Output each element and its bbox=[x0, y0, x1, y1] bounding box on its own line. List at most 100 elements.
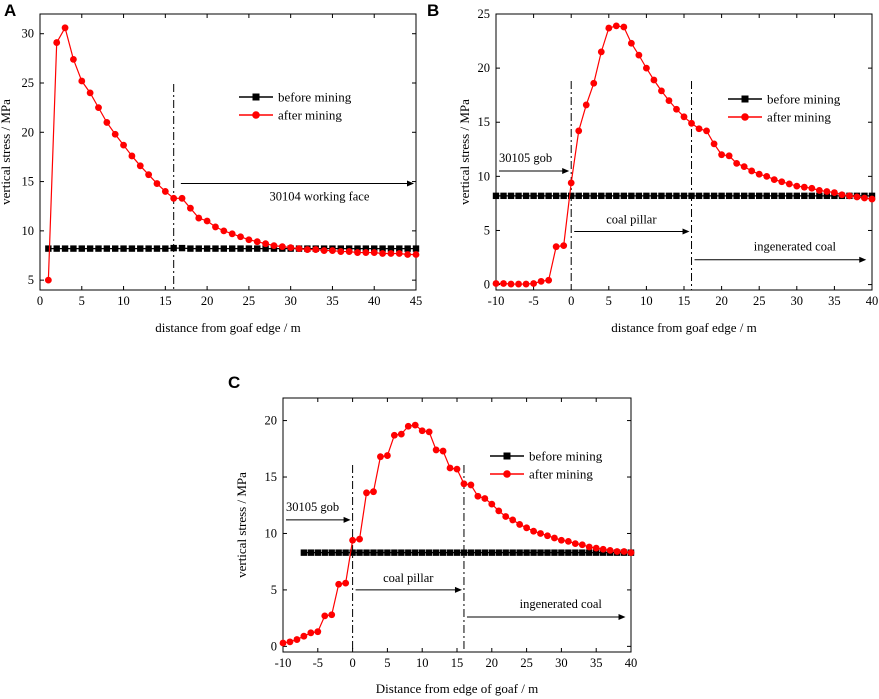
panel-b-legend: before mining after mining bbox=[728, 92, 841, 125]
panel-a-y-tick-label: 15 bbox=[22, 175, 35, 189]
panel-b-series-before-mining-point bbox=[763, 192, 770, 200]
panel-b-series-after-mining-point bbox=[560, 242, 568, 250]
panel-b-series-after-mining-point bbox=[815, 187, 823, 194]
panel-a-series-before-mining-point bbox=[203, 245, 211, 252]
panel-b-y-tick-label: 25 bbox=[478, 7, 491, 21]
panel-a-x-tick-label: 30 bbox=[284, 294, 297, 308]
panel-a-x-tick-label: 5 bbox=[79, 294, 85, 308]
panel-b-series-after-mining-point bbox=[643, 64, 650, 72]
panel-c-series-before-mining-point bbox=[579, 549, 586, 556]
panel-c-series-before-mining-point bbox=[419, 549, 426, 556]
panel-a-series-after-mining-point bbox=[187, 204, 194, 212]
panel-b-legend-label: after mining bbox=[767, 110, 831, 125]
panel-c-series-before-mining-point bbox=[412, 549, 419, 556]
panel-c-annotation-arrowhead bbox=[343, 516, 351, 523]
panel-a-series-after-mining-point bbox=[53, 39, 61, 46]
panel-a-series-after-mining-point bbox=[61, 24, 69, 32]
panel-a-series-after-mining-point bbox=[136, 162, 144, 170]
panel-c-series-after-mining bbox=[279, 421, 635, 647]
panel-letter-c: C bbox=[228, 373, 240, 392]
panel-c-plot-frame bbox=[282, 397, 632, 653]
panel-b-series-after-mining-point bbox=[688, 119, 695, 127]
panel-c-series-after-mining-point bbox=[314, 628, 322, 636]
panel-c-series-before-mining-point bbox=[307, 549, 315, 556]
panel-b-series-before-mining-point bbox=[530, 192, 537, 200]
panel-a-series-after-mining bbox=[44, 24, 420, 284]
panel-a-series-before-mining-point bbox=[187, 245, 194, 252]
panel-b-series-before-mining-point bbox=[598, 192, 605, 200]
panel-c-series-before-mining-point bbox=[523, 549, 530, 556]
panel-b-series-after-mining-point bbox=[725, 152, 733, 160]
panel-c-x-tick-label: 0 bbox=[349, 656, 355, 670]
panel-letter-a: A bbox=[4, 1, 16, 20]
panel-b-series-after-mining-point bbox=[793, 182, 801, 190]
panel-b-annotation-0: 30105 gob bbox=[499, 151, 570, 174]
panel-a-series-after-mining-point bbox=[362, 249, 370, 256]
panel-c-series-before-mining-point bbox=[516, 549, 523, 556]
panel-c-series-after-mining-point bbox=[481, 495, 489, 502]
panel-c-x-tick-label: 5 bbox=[384, 656, 390, 670]
panel-a-series-before-mining-point bbox=[103, 245, 111, 252]
panel-b-series-after-mining-point bbox=[846, 192, 853, 200]
panel-c-x-tick-label: 30 bbox=[555, 656, 568, 670]
panel-a-series-after-mining-point bbox=[278, 243, 286, 251]
panel-a-series-after-mining-point bbox=[44, 276, 52, 284]
panel-a-annotation-label: 30104 working face bbox=[269, 190, 369, 204]
panel-b-series-before-mining-point bbox=[635, 192, 643, 200]
panel-a-series-after-mining-point bbox=[212, 223, 219, 231]
panel-c-series-before-mining-point bbox=[509, 549, 516, 556]
panel-a-series-before-mining-point bbox=[112, 245, 119, 252]
panel-b-series-before-mining-point bbox=[823, 192, 831, 200]
panel-c-series-before-mining-point bbox=[474, 549, 482, 556]
panel-a-series-before-mining-point bbox=[178, 244, 186, 252]
panel-b-legend-label: before mining bbox=[767, 92, 841, 107]
panel-a-series-before-mining-point bbox=[170, 244, 177, 252]
panel-a-series-after-mining-point bbox=[370, 249, 378, 256]
panel-a-series-before-mining-point bbox=[53, 245, 60, 252]
panel-c-series-before-mining-point bbox=[558, 549, 565, 556]
panel-b-series-after-mining-point bbox=[785, 180, 793, 188]
panel-c-series-after-mining-point bbox=[335, 580, 343, 588]
panel-c-y-tick-label: 0 bbox=[271, 639, 277, 653]
panel-c-series-after-mining-point bbox=[342, 579, 350, 587]
panel-a-series-before-mining-point bbox=[145, 245, 152, 252]
panel-a-series-before-mining-point bbox=[137, 245, 144, 252]
panel-b-legend-marker bbox=[741, 113, 749, 121]
panel-c-series-before-mining-point bbox=[342, 549, 349, 556]
panel-c-series-before-mining-point bbox=[565, 549, 572, 556]
panel-c-series-before-mining-point bbox=[481, 549, 489, 556]
panel-c-series-after-mining-point bbox=[460, 480, 468, 488]
panel-b-series-after-mining bbox=[492, 22, 876, 288]
panel-c-legend-marker bbox=[503, 452, 511, 460]
panel-c-annotation-label: 30105 gob bbox=[286, 500, 339, 514]
panel-b-x-tick-label: 15 bbox=[678, 294, 691, 308]
panel-b-y-tick-label: 10 bbox=[478, 169, 491, 183]
panel-a-x-tick-label: 45 bbox=[410, 294, 423, 308]
panel-b-annotation-2: ingenerated coal bbox=[694, 240, 867, 263]
panel-b-series-after-mining-point bbox=[635, 51, 643, 59]
panel-b-series-after-mining-point bbox=[522, 280, 530, 288]
panel-b-series-after-mining-point bbox=[500, 280, 507, 287]
panel-b-series-before-mining-point bbox=[756, 192, 763, 200]
panel-a-y-tick-label: 30 bbox=[22, 27, 35, 41]
panel-a-series-after-mining-point bbox=[161, 188, 169, 195]
panel-b-series-before-mining-point bbox=[680, 192, 688, 200]
panel-c-series-after-mining-point bbox=[370, 488, 377, 496]
panel-c-series-after-mining-point bbox=[509, 516, 517, 524]
panel-b-y-axis-label: vertical stress / MPa bbox=[457, 99, 472, 205]
panel-b-x-tick-label: 0 bbox=[568, 294, 574, 308]
panel-c-series-before-mining-point bbox=[377, 549, 384, 556]
panel-c-series-before-mining-point bbox=[321, 549, 328, 556]
panel-b-series-after-mining-point bbox=[710, 140, 718, 148]
panel-c-series-after-mining-point bbox=[613, 548, 621, 555]
panel-a-series-before-mining-point bbox=[95, 245, 102, 252]
panel-c-x-tick-label: 25 bbox=[520, 656, 533, 670]
panel-c-series-after-mining-point bbox=[495, 507, 503, 515]
panel-c-series-after-mining-point bbox=[467, 481, 475, 489]
panel-b-series-before-mining-point bbox=[628, 192, 635, 200]
panel-c-series-after-mining-point bbox=[411, 421, 419, 429]
panel-a-x-tick-label: 35 bbox=[326, 294, 339, 308]
panel-b-series-before-mining-point bbox=[500, 192, 507, 200]
panel-a-series-before-mining-point bbox=[70, 245, 77, 252]
panel-a-series-before-mining-point bbox=[128, 245, 136, 252]
